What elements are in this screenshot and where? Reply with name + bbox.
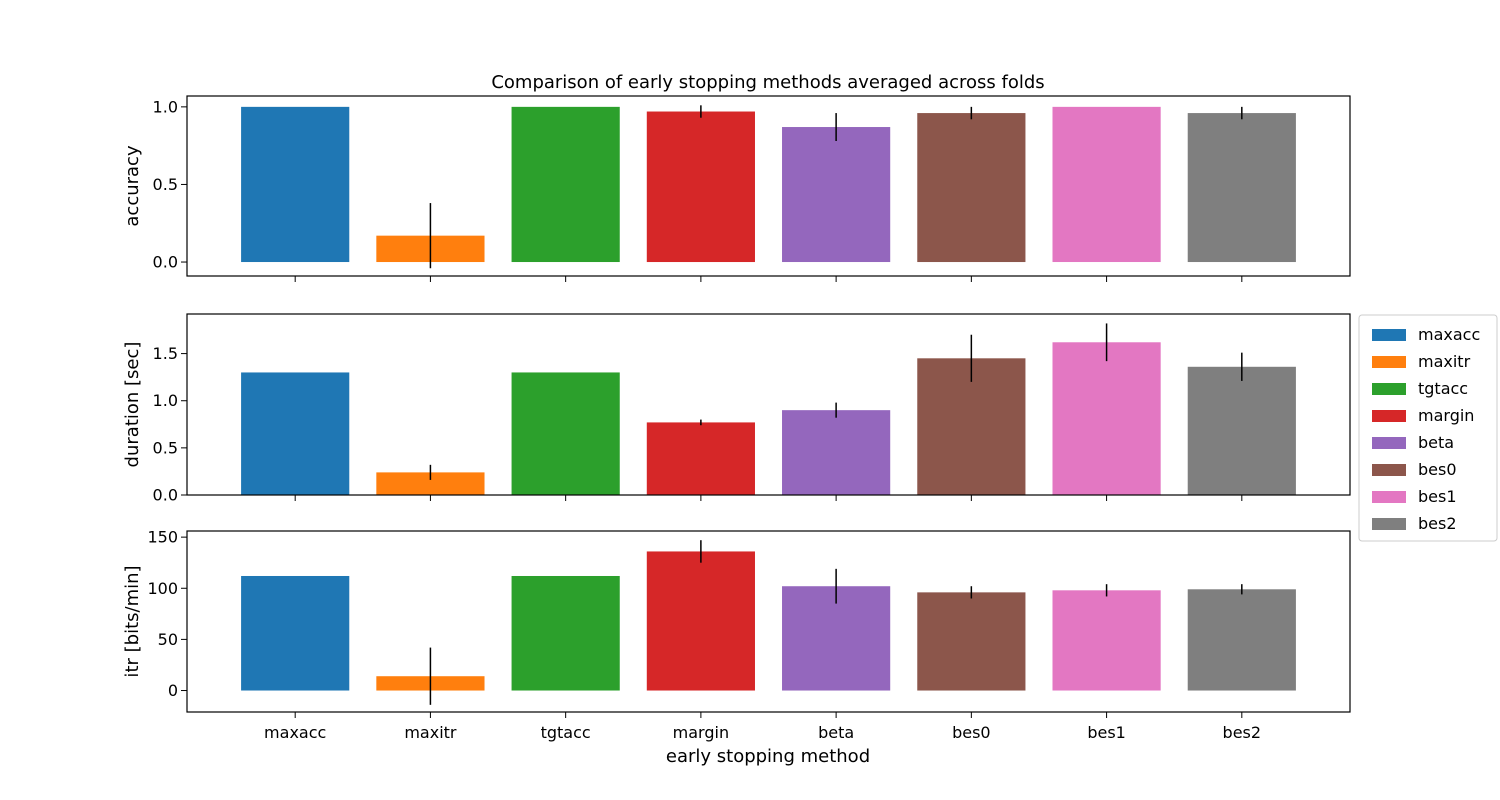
bar-bes2 <box>1187 589 1296 691</box>
y-axis-label: itr [bits/min] <box>122 565 143 677</box>
bar-tgtacc <box>511 106 620 263</box>
x-tick-label-beta: beta <box>818 723 854 742</box>
bar-tgtacc <box>511 575 620 691</box>
y-tick-label: 1.0 <box>153 97 178 116</box>
bar-margin <box>646 422 755 495</box>
bar-maxacc <box>241 575 350 691</box>
legend-swatch-bes1 <box>1372 491 1406 503</box>
x-tick-label-maxitr: maxitr <box>404 723 457 742</box>
axes-frame <box>186 95 1351 277</box>
legend: maxacc maxitr tgtacc margin beta bes0 bes1 bes2 <box>1358 314 1498 542</box>
bar-bes2 <box>1187 366 1296 495</box>
bar-maxacc <box>241 106 350 263</box>
y-tick-label: 100 <box>147 579 178 598</box>
y-tick-label: 50 <box>158 630 178 649</box>
bar-bes1 <box>1052 342 1161 495</box>
bar-maxacc <box>241 372 350 495</box>
bar-maxitr <box>376 472 485 496</box>
legend-label-maxacc: maxacc <box>1418 325 1480 344</box>
y-tick-label: 0.0 <box>153 486 178 505</box>
legend-label-maxitr: maxitr <box>1418 352 1471 371</box>
legend-label-margin: margin <box>1418 406 1474 425</box>
y-tick-label: 0.0 <box>153 253 178 272</box>
x-axis-label: early stopping method <box>666 746 870 767</box>
x-tick-label-bes1: bes1 <box>1087 723 1126 742</box>
x-tick-label-tgtacc: tgtacc <box>541 723 591 742</box>
x-tick-label-maxacc: maxacc <box>264 723 326 742</box>
x-tick-label-bes0: bes0 <box>952 723 991 742</box>
x-tick-label-bes2: bes2 <box>1223 723 1262 742</box>
subplots: 0.0 0.5 1.0 accuracy 0.0 0.5 1.0 1.5 duration [s… <box>122 95 1351 742</box>
y-tick-label: 0.5 <box>153 438 178 457</box>
legend-swatch-margin <box>1372 410 1406 422</box>
legend-label-tgtacc: tgtacc <box>1418 379 1468 398</box>
legend-label-beta: beta <box>1418 433 1454 452</box>
bar-beta <box>782 127 891 263</box>
legend-swatch-tgtacc <box>1372 383 1406 395</box>
legend-swatch-maxacc <box>1372 329 1406 341</box>
bar-margin <box>646 111 755 263</box>
bar-bes1 <box>1052 590 1161 691</box>
bar-bes0 <box>917 113 1026 263</box>
legend-swatch-bes0 <box>1372 464 1406 476</box>
y-tick-label: 1.5 <box>153 344 178 363</box>
bar-margin <box>646 551 755 691</box>
legend-label-bes2: bes2 <box>1418 514 1457 533</box>
y-axis-label: duration [sec] <box>122 342 143 468</box>
chart-title: Comparison of early stopping methods ave… <box>491 72 1044 93</box>
legend-swatch-maxitr <box>1372 356 1406 368</box>
subplot-2: 0.0 0.5 1.0 1.5 duration [sec] <box>122 313 1351 505</box>
y-axis-label: accuracy <box>122 145 143 227</box>
axes-frame <box>186 530 1351 713</box>
bar-tgtacc <box>511 372 620 495</box>
y-tick-label: 0 <box>168 681 178 700</box>
y-tick-label: 0.5 <box>153 175 178 194</box>
y-tick-label: 1.0 <box>153 391 178 410</box>
legend-label-bes0: bes0 <box>1418 460 1457 479</box>
legend-frame <box>1358 314 1498 542</box>
subplot-1: 0.0 0.5 1.0 accuracy <box>122 95 1351 282</box>
bar-beta <box>782 586 891 691</box>
legend-swatch-bes2 <box>1372 518 1406 530</box>
x-tick-label-margin: margin <box>673 723 729 742</box>
bar-beta <box>782 410 891 495</box>
bar-bes2 <box>1187 113 1296 263</box>
legend-swatch-beta <box>1372 437 1406 449</box>
bar-bes0 <box>917 592 1026 691</box>
axes-frame <box>186 313 1351 496</box>
y-tick-label: 150 <box>147 528 178 547</box>
bar-bes1 <box>1052 106 1161 263</box>
legend-label-bes1: bes1 <box>1418 487 1457 506</box>
